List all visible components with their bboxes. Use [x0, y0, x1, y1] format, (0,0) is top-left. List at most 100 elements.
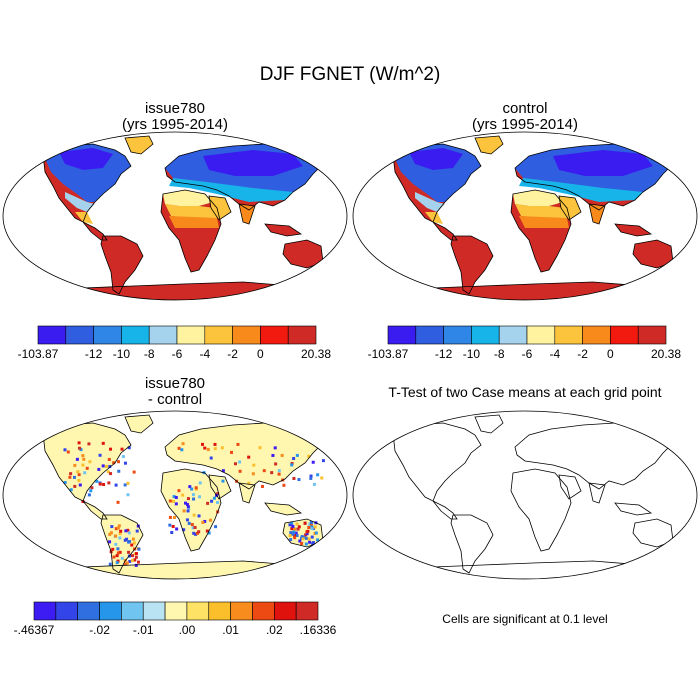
- difference-speckle: [131, 537, 135, 541]
- colorbar-difference-swatch-7: [186, 601, 210, 621]
- difference-speckle: [117, 524, 121, 528]
- difference-speckle: [63, 448, 67, 452]
- difference-speckle: [291, 532, 295, 536]
- difference-speckle: [195, 531, 199, 535]
- colorbar-difference: -.46367 -.02 -.01 .00 .01 .02 .16336: [14, 601, 337, 637]
- colorbar-control-label-8: 20.38: [651, 347, 681, 361]
- colorbar-control-label-3: -8: [494, 347, 505, 361]
- difference-speckle: [168, 523, 172, 527]
- difference-speckle: [182, 528, 186, 532]
- difference-speckle: [135, 529, 139, 533]
- difference-speckle: [76, 470, 80, 474]
- colorbar-issue780-swatch-6: [204, 325, 233, 345]
- difference-speckle: [117, 469, 121, 473]
- difference-speckle: [191, 526, 195, 530]
- difference-speckle: [201, 520, 205, 524]
- difference-speckle: [115, 561, 119, 565]
- difference-speckle: [104, 464, 108, 468]
- difference-speckle: [301, 537, 305, 541]
- difference-speckle: [175, 527, 179, 531]
- difference-speckle: [289, 531, 293, 535]
- difference-speckle: [116, 547, 120, 551]
- field-coldest-north-america: [59, 148, 113, 170]
- field-sahel: [515, 204, 567, 218]
- difference-speckle: [213, 442, 217, 446]
- colorbar-issue780-swatch-7: [232, 325, 261, 345]
- difference-speckle: [271, 453, 275, 457]
- difference-speckle: [238, 460, 242, 464]
- difference-speckle: [293, 536, 297, 540]
- colorbar-control-label-1: -12: [435, 347, 453, 361]
- difference-speckle: [262, 469, 266, 473]
- difference-speckle: [177, 446, 181, 450]
- difference-speckle: [309, 521, 313, 525]
- colorbar-issue780-label-3: -8: [144, 347, 155, 361]
- difference-speckle: [68, 475, 72, 479]
- map-ttest: [352, 410, 698, 580]
- difference-speckle: [108, 562, 112, 566]
- difference-speckle: [292, 476, 296, 480]
- difference-speckle: [85, 466, 89, 470]
- difference-speckle: [289, 538, 293, 542]
- colorbar-control-swatch-8: [610, 325, 639, 345]
- colorbar-control-swatch-2: [443, 325, 472, 345]
- difference-speckle: [308, 522, 312, 526]
- panel-title-control: control (yrs 1995-2014): [425, 101, 625, 133]
- difference-speckle: [98, 482, 102, 486]
- colorbar-difference-swatch-12: [295, 601, 319, 621]
- difference-speckle: [174, 502, 178, 506]
- difference-speckle: [221, 469, 225, 473]
- field-africa-band: [169, 216, 219, 228]
- difference-speckle: [309, 474, 313, 478]
- colorbar-difference-swatch-9: [230, 601, 253, 621]
- difference-speckle: [207, 531, 211, 535]
- difference-speckle: [117, 460, 121, 464]
- difference-speckle: [110, 525, 114, 529]
- difference-speckle: [288, 523, 292, 527]
- difference-speckle: [251, 472, 255, 476]
- difference-speckle: [308, 540, 312, 544]
- difference-speckle: [116, 559, 120, 563]
- field-arabia: [209, 196, 231, 220]
- difference-speckle: [194, 486, 198, 490]
- difference-speckle: [118, 550, 122, 554]
- difference-speckle: [209, 456, 213, 460]
- difference-speckle: [252, 463, 256, 467]
- difference-speckle: [313, 525, 317, 529]
- difference-speckle: [107, 481, 111, 485]
- difference-speckle: [273, 446, 277, 450]
- difference-speckle: [63, 481, 67, 485]
- colorbar-issue780-swatch-1: [65, 325, 94, 345]
- colorbar-control-swatch-0: [387, 325, 417, 345]
- field-africa-band: [519, 216, 569, 228]
- difference-speckle: [101, 464, 105, 468]
- colorbar-issue780-label-6: -2: [227, 347, 238, 361]
- difference-speckle: [123, 538, 127, 542]
- difference-speckle: [306, 529, 310, 533]
- difference-speckle: [290, 463, 294, 467]
- difference-speckle: [190, 487, 194, 491]
- figure-title: DJF FGNET (W/m^2): [259, 64, 441, 85]
- field-sahara: [513, 190, 563, 206]
- difference-speckle: [203, 519, 207, 523]
- difference-speckle: [294, 531, 298, 535]
- colorbar-difference-swatch-1: [55, 601, 78, 621]
- difference-speckle: [180, 448, 184, 452]
- difference-speckle: [126, 528, 130, 532]
- difference-speckle: [274, 462, 278, 466]
- colorbar-difference-swatch-4: [121, 601, 144, 621]
- difference-speckle: [290, 521, 294, 525]
- field-coldest-eurasia: [553, 150, 653, 176]
- field-mexico: [425, 212, 443, 224]
- difference-speckle: [309, 476, 313, 480]
- difference-speckle: [125, 561, 129, 565]
- difference-speckle: [288, 534, 292, 538]
- difference-speckle: [209, 518, 213, 522]
- difference-speckle: [136, 560, 140, 564]
- panel-title-line2: (yrs 1995-2014): [122, 116, 228, 133]
- panel-title-line1: T-Test of two Case means at each grid po…: [388, 384, 662, 400]
- difference-speckle: [116, 551, 120, 555]
- difference-speckle: [75, 457, 79, 461]
- difference-speckle: [114, 483, 118, 487]
